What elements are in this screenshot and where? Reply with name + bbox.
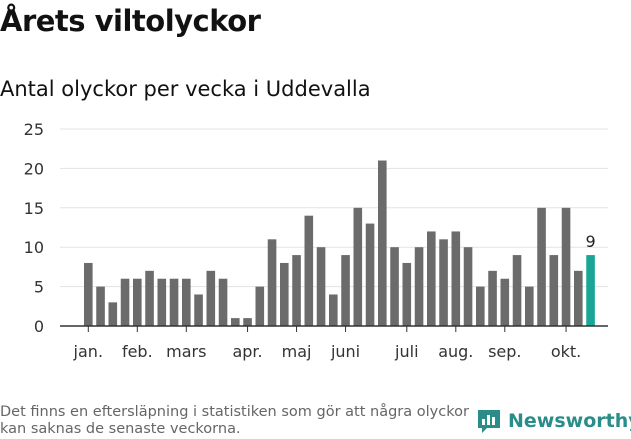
x-tick-label: feb. xyxy=(122,342,153,361)
chart-subtitle: Antal olyckor per vecka i Uddevalla xyxy=(0,77,371,101)
x-tick-label: aug. xyxy=(438,342,473,361)
bar xyxy=(255,286,265,326)
y-tick-label: 5 xyxy=(34,278,44,297)
y-axis-ticks: 0 5 10 15 20 25 xyxy=(24,120,44,336)
bar xyxy=(194,294,203,326)
bar xyxy=(427,231,436,326)
bar xyxy=(390,247,399,326)
bar xyxy=(133,278,142,326)
bar xyxy=(463,247,473,326)
brand-name: Newsworthy xyxy=(508,410,631,432)
bar xyxy=(182,278,191,326)
bar xyxy=(169,278,179,326)
bar xyxy=(488,270,497,326)
last-value-label: 9 xyxy=(585,232,595,251)
x-tick-label: mars xyxy=(166,342,206,361)
x-tick-label: jan. xyxy=(73,342,103,361)
bar xyxy=(84,262,93,326)
y-tick-label: 0 xyxy=(34,317,44,336)
bar xyxy=(120,278,130,326)
bar xyxy=(329,294,338,326)
bar xyxy=(439,239,448,326)
newsworthy-chart-icon xyxy=(478,410,500,433)
grid-lines xyxy=(60,128,608,288)
bar xyxy=(157,278,167,326)
bar xyxy=(218,278,228,326)
bar xyxy=(145,270,154,326)
x-tick-label: juni xyxy=(330,342,360,361)
bar xyxy=(500,278,510,326)
data-labels: 9 xyxy=(585,232,595,251)
bar xyxy=(316,247,326,326)
bar xyxy=(414,247,424,326)
bar-current-week xyxy=(586,255,595,326)
newsworthy-logo[interactable]: Newsworthy xyxy=(476,408,631,434)
bar xyxy=(96,286,105,326)
bar xyxy=(292,255,301,326)
bar xyxy=(525,286,534,326)
bars xyxy=(84,160,595,326)
bar xyxy=(280,262,289,326)
bar xyxy=(206,270,216,326)
bar xyxy=(365,223,375,326)
x-tick-label: apr. xyxy=(232,342,262,361)
bar xyxy=(341,255,350,326)
y-tick-label: 15 xyxy=(24,199,44,218)
y-tick-label: 20 xyxy=(24,159,44,178)
x-tick-label: maj xyxy=(282,342,312,361)
bar xyxy=(451,231,461,326)
footnote: Det finns en eftersläpning i statistiken… xyxy=(0,404,469,437)
y-tick-label: 25 xyxy=(24,120,44,139)
bar xyxy=(267,239,277,326)
bar-chart: 0 5 10 15 20 25 jan. feb. mars apr. maj juni juli au… xyxy=(24,120,608,361)
bar xyxy=(512,255,522,326)
y-tick-label: 10 xyxy=(24,238,44,257)
x-axis-ticks: jan. feb. mars apr. maj juni juli aug. sep. okt. xyxy=(73,326,581,361)
x-tick-label: juli xyxy=(394,342,418,361)
chart-title: Årets viltolyckor xyxy=(0,4,261,38)
bar xyxy=(108,302,118,326)
x-tick-label: sep. xyxy=(488,342,521,361)
bar xyxy=(353,207,363,326)
x-tick-label: okt. xyxy=(551,342,581,361)
bar xyxy=(574,270,583,326)
bar xyxy=(243,318,252,326)
bar xyxy=(549,255,559,326)
bar xyxy=(537,207,546,326)
bar xyxy=(378,160,387,326)
bar xyxy=(304,215,314,326)
bar xyxy=(561,207,571,326)
bar xyxy=(402,262,412,326)
bar xyxy=(231,318,240,326)
bar xyxy=(476,286,485,326)
